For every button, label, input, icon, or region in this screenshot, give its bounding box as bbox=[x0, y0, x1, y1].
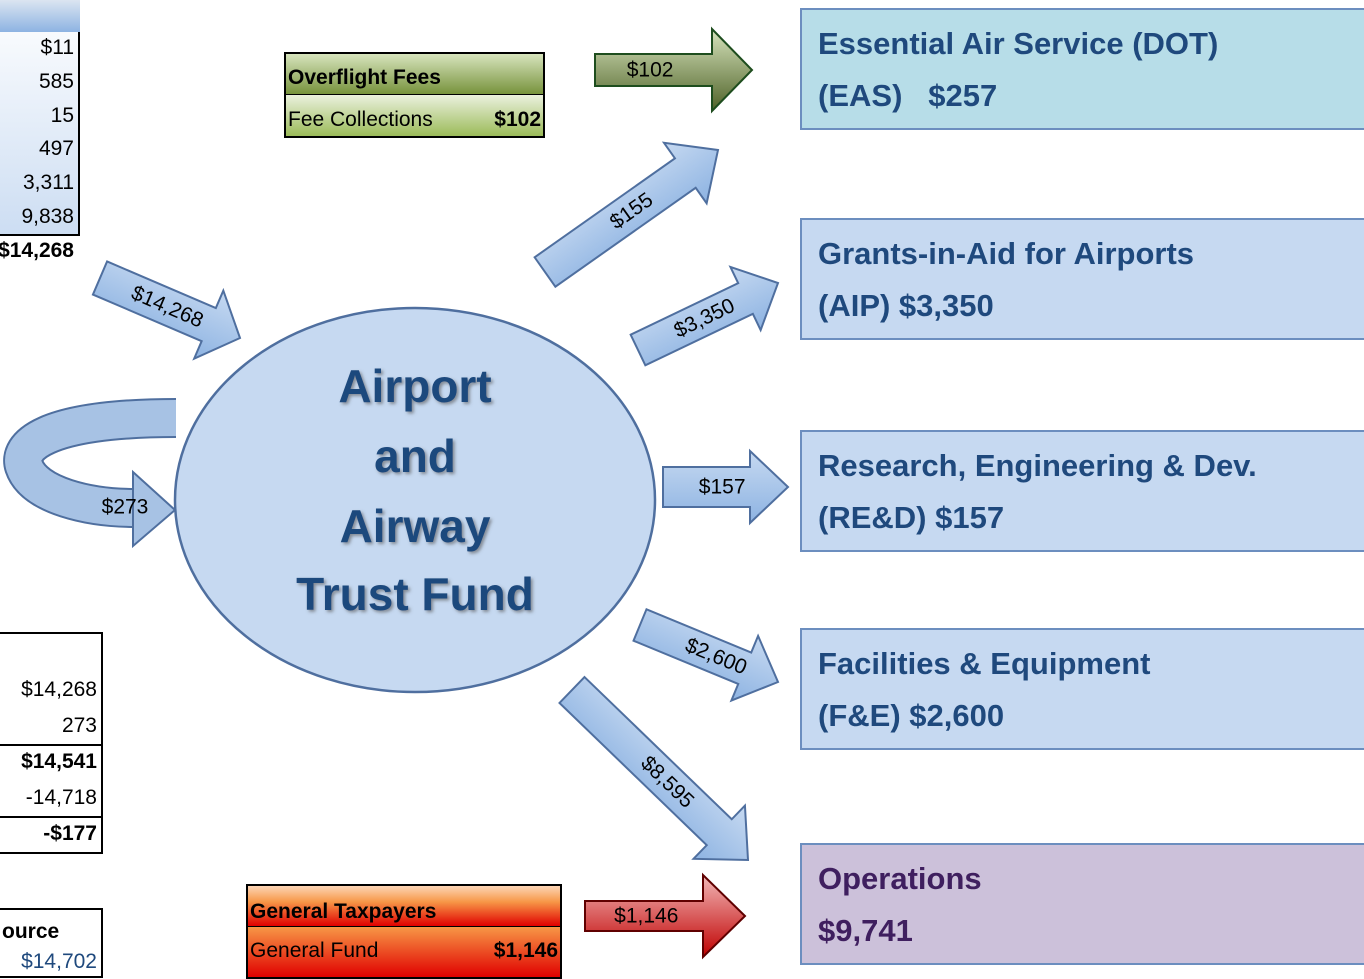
taxpayers-title: General Taxpayers bbox=[250, 900, 437, 923]
table-cell: 3,311 bbox=[23, 171, 74, 194]
table-cell: 9,838 bbox=[21, 205, 74, 228]
flow-label: $102 bbox=[627, 59, 674, 82]
table-cell: -$177 bbox=[43, 822, 97, 845]
arrow-shape bbox=[594, 26, 754, 114]
flow-arrow: $102 bbox=[594, 26, 754, 114]
program-box: Facilities & Equipment (F&E) $2,600 bbox=[800, 628, 1364, 750]
taxpayers-amount: $1,146 bbox=[493, 939, 558, 962]
table-cell: 273 bbox=[61, 714, 97, 737]
overflight-amount: $102 bbox=[494, 108, 541, 131]
program-box: Operations $9,741 bbox=[800, 843, 1364, 965]
balance-table: $14,268 273 $14,541 -14,718 -$177 bbox=[0, 632, 103, 854]
arrow-shape bbox=[629, 265, 780, 367]
program-name: Facilities & Equipment bbox=[818, 646, 1151, 681]
table-cell: $14,268 bbox=[21, 678, 97, 701]
program-box: Essential Air Service (DOT) (EAS) $257 bbox=[800, 8, 1364, 130]
overflight-box: Overflight Fees Fee Collections $102 bbox=[284, 52, 545, 138]
table-cell: $14,541 bbox=[21, 750, 97, 773]
program-detail: $9,741 bbox=[818, 913, 913, 948]
flow-arrow: $155 bbox=[533, 141, 720, 289]
curved-arrow-head bbox=[132, 469, 177, 549]
trust-fund-ellipse bbox=[173, 306, 657, 694]
table-cell: $11 bbox=[40, 36, 74, 59]
arrow-shape bbox=[584, 872, 747, 960]
program-box: Grants-in-Aid for Airports (AIP) $3,350 bbox=[800, 218, 1364, 340]
trust-fund-line: and bbox=[374, 430, 456, 482]
table-cell: 15 bbox=[50, 104, 74, 127]
program-name: Research, Engineering & Dev. bbox=[818, 448, 1257, 483]
curved-arrow bbox=[5, 400, 177, 526]
program-box: Research, Engineering & Dev. (RE&D) $157 bbox=[800, 430, 1364, 552]
flow-arrow: $14,268 bbox=[91, 260, 242, 361]
program-name: Grants-in-Aid for Airports bbox=[818, 236, 1195, 271]
trust-fund-line: Trust Fund bbox=[296, 568, 534, 620]
flow-arrow: $1,146 bbox=[584, 872, 747, 960]
program-detail: (F&E) $2,600 bbox=[818, 698, 1005, 733]
trust-fund-line: Airport bbox=[338, 360, 491, 412]
flow-label: $273 bbox=[102, 496, 149, 519]
flow-label: $157 bbox=[699, 476, 746, 499]
arrow-shape bbox=[533, 141, 720, 289]
taxpayers-label: General Fund bbox=[250, 939, 379, 962]
flow-label: $1,146 bbox=[614, 905, 678, 928]
flow-arrow: $3,350 bbox=[629, 265, 780, 367]
receipts-table: $11 585 15 497 3,311 9,838 $14,268 bbox=[0, 0, 80, 266]
arrow-shape bbox=[558, 675, 750, 862]
flow-arrow: $2,600 bbox=[632, 607, 780, 703]
program-name: Operations bbox=[818, 861, 982, 896]
arrow-shape bbox=[632, 607, 780, 703]
table-cell: 585 bbox=[38, 70, 74, 93]
overflight-label: Fee Collections bbox=[288, 108, 433, 131]
trust-fund-line: Airway bbox=[340, 500, 491, 552]
program-detail: (RE&D) $157 bbox=[818, 500, 1005, 535]
table-cell: 497 bbox=[38, 137, 74, 160]
table-cell: -14,718 bbox=[25, 786, 97, 809]
flow-arrow: $157 bbox=[662, 448, 790, 526]
table-total: $14,268 bbox=[0, 239, 74, 262]
arrow-shape bbox=[662, 448, 790, 526]
program-detail: (EAS) $257 bbox=[818, 78, 998, 113]
program-detail: (AIP) $3,350 bbox=[818, 288, 994, 323]
source-header: ource bbox=[2, 920, 60, 943]
program-name: Essential Air Service (DOT) bbox=[818, 26, 1219, 61]
overflight-title: Overflight Fees bbox=[288, 66, 441, 89]
arrow-shape bbox=[91, 260, 242, 361]
